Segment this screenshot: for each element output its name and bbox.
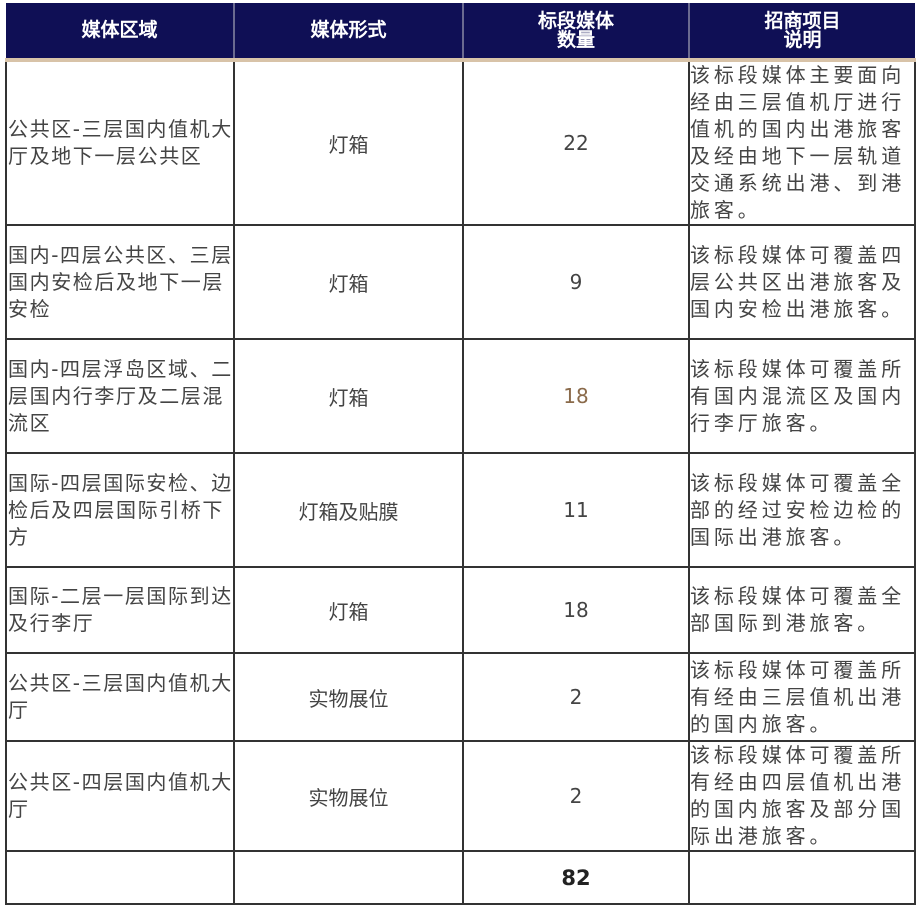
cell-desc: 该标段媒体可覆盖所有国内混流区及国内行李厅旅客。 xyxy=(688,338,916,454)
cell-form: 灯箱 xyxy=(233,338,464,454)
cell-count: 18 xyxy=(462,338,690,454)
cell-desc: 该标段媒体可覆盖全部的经过安检边检的国际出港旅客。 xyxy=(688,452,916,568)
cell-count: 9 xyxy=(462,224,690,340)
cell-area: 国内-四层浮岛区域、二层国内行李厅及二层混流区 xyxy=(5,338,235,454)
table-row: 国际-四层国际安检、边检后及四层国际引桥下方 灯箱及贴膜 11 该标段媒体可覆盖… xyxy=(5,452,916,568)
table-row: 国内-四层公共区、三层国内安检后及地下一层安检 灯箱 9 该标段媒体可覆盖四层公… xyxy=(5,224,916,340)
total-row: 82 xyxy=(5,850,916,905)
cell-area: 国际-二层一层国际到达及行李厅 xyxy=(5,566,235,654)
cell-area: 公共区-三层国内值机大厅及地下一层公共区 xyxy=(5,59,235,226)
header-label: 数量 xyxy=(556,28,595,51)
cell-desc: 该标段媒体主要面向经由三层值机厅进行值机的国内出港旅客及经由地下一层轨道交通系统… xyxy=(688,59,916,226)
table-row: 国际-二层一层国际到达及行李厅 灯箱 18 该标段媒体可覆盖全部国际到港旅客。 xyxy=(5,566,916,654)
cell-count: 2 xyxy=(462,652,690,742)
header-label: 标段媒体 xyxy=(537,9,614,32)
cell-count: 18 xyxy=(462,566,690,654)
cell-area: 公共区-三层国内值机大厅 xyxy=(5,652,235,742)
cell-empty xyxy=(5,850,235,905)
cell-empty xyxy=(688,850,916,905)
table-row: 国内-四层浮岛区域、二层国内行李厅及二层混流区 灯箱 18 该标段媒体可覆盖所有… xyxy=(5,338,916,454)
cell-area: 国内-四层公共区、三层国内安检后及地下一层安检 xyxy=(5,224,235,340)
cell-form: 灯箱 xyxy=(233,566,464,654)
cell-form: 灯箱 xyxy=(233,59,464,226)
cell-form: 灯箱及贴膜 xyxy=(233,452,464,568)
header-label: 说明 xyxy=(783,28,822,51)
cell-count: 22 xyxy=(462,59,690,226)
table-row: 公共区-三层国内值机大厅及地下一层公共区 灯箱 22 该标段媒体主要面向经由三层… xyxy=(5,59,916,226)
table-row: 公共区-四层国内值机大厅 实物展位 2 该标段媒体可覆盖所有经由四层值机出港的国… xyxy=(5,740,916,852)
media-table: 媒体区域 媒体形式 标段媒体 数量 招商项目 说明 公共区-三层国内值机大厅及地下一… xyxy=(5,3,916,905)
header-label: 媒体区域 xyxy=(81,19,158,41)
cell-area: 国际-四层国际安检、边检后及四层国际引桥下方 xyxy=(5,452,235,568)
cell-form: 灯箱 xyxy=(233,224,464,340)
cell-desc: 该标段媒体可覆盖全部国际到港旅客。 xyxy=(688,566,916,654)
cell-form: 实物展位 xyxy=(233,740,464,852)
cell-empty xyxy=(233,850,464,905)
cell-desc: 该标段媒体可覆盖所有经由三层值机出港的国内旅客。 xyxy=(688,652,916,742)
cell-form: 实物展位 xyxy=(233,652,464,742)
header-label: 招商项目 xyxy=(764,9,841,32)
table-header-row: 媒体区域 媒体形式 标段媒体 数量 招商项目 说明 xyxy=(6,3,915,60)
cell-desc: 该标段媒体可覆盖四层公共区出港旅客及国内安检出港旅客。 xyxy=(688,224,916,340)
cell-total: 82 xyxy=(462,850,690,905)
cell-count: 2 xyxy=(462,740,690,852)
header-media-count: 标段媒体 数量 xyxy=(463,3,690,60)
header-label: 媒体形式 xyxy=(310,19,387,41)
header-media-area: 媒体区域 xyxy=(6,3,235,60)
cell-desc: 该标段媒体可覆盖所有经由四层值机出港的国内旅客及部分国际出港旅客。 xyxy=(688,740,916,852)
table-row: 公共区-三层国内值机大厅 实物展位 2 该标段媒体可覆盖所有经由三层值机出港的国… xyxy=(5,652,916,742)
cell-count: 11 xyxy=(462,452,690,568)
cell-area: 公共区-四层国内值机大厅 xyxy=(5,740,235,852)
header-media-form: 媒体形式 xyxy=(234,3,464,60)
header-description: 招商项目 说明 xyxy=(689,3,915,60)
